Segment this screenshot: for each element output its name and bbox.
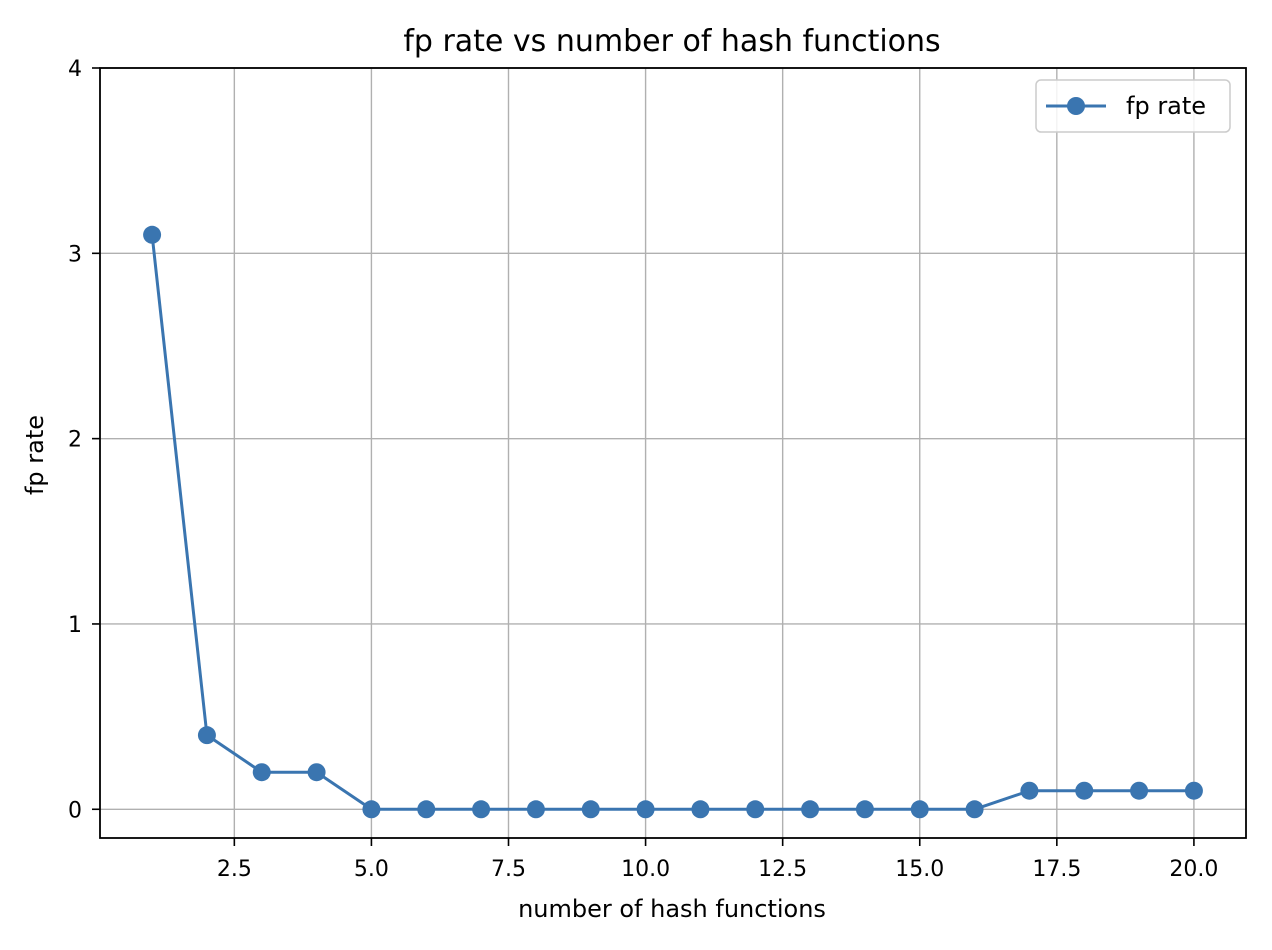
plot-border <box>99 67 1247 839</box>
data-point <box>307 763 326 782</box>
data-point <box>1184 781 1203 800</box>
data-point <box>252 763 271 782</box>
series-group <box>143 225 1203 819</box>
legend-marker <box>1067 97 1085 115</box>
x-axis-label: number of hash functions <box>518 895 826 923</box>
y-tick-label: 0 <box>68 798 82 823</box>
data-point <box>197 726 216 745</box>
legend: fp rate <box>1035 79 1231 133</box>
data-point <box>1020 781 1039 800</box>
data-point <box>581 800 600 819</box>
data-point <box>1130 781 1149 800</box>
y-axis-label: fp rate <box>21 415 49 495</box>
data-point <box>746 800 765 819</box>
y-tick-label: 4 <box>68 57 82 82</box>
data-point <box>472 800 491 819</box>
x-tick-label: 20.0 <box>1169 857 1218 882</box>
data-point <box>362 800 381 819</box>
x-tick-label: 17.5 <box>1032 857 1081 882</box>
legend-label: fp rate <box>1126 92 1206 120</box>
data-point <box>636 800 655 819</box>
legend-box <box>1035 79 1231 133</box>
data-point <box>526 800 545 819</box>
y-axis-ticks: 0 1 2 3 4 <box>68 57 100 823</box>
x-axis-ticks: 2.5 5.0 7.5 10.0 12.5 15.0 17.5 20.0 <box>217 838 1218 882</box>
x-tick-label: 12.5 <box>758 857 807 882</box>
data-point <box>417 800 436 819</box>
data-point <box>801 800 820 819</box>
chart-title: fp rate vs number of hash functions <box>403 24 940 59</box>
data-point <box>965 800 984 819</box>
y-tick-label: 3 <box>68 242 82 267</box>
plot-frame <box>99 67 1247 839</box>
x-tick-label: 7.5 <box>491 857 526 882</box>
data-point <box>855 800 874 819</box>
y-tick-label: 2 <box>68 428 82 453</box>
x-tick-label: 5.0 <box>354 857 389 882</box>
data-point <box>143 225 162 244</box>
data-point <box>1075 781 1094 800</box>
x-tick-label: 2.5 <box>217 857 252 882</box>
x-tick-label: 15.0 <box>895 857 944 882</box>
grid-lines <box>100 67 1246 838</box>
x-tick-label: 10.0 <box>621 857 670 882</box>
data-point <box>691 800 710 819</box>
series-line <box>150 234 1194 811</box>
data-point <box>910 800 929 819</box>
y-tick-label: 1 <box>68 613 82 638</box>
